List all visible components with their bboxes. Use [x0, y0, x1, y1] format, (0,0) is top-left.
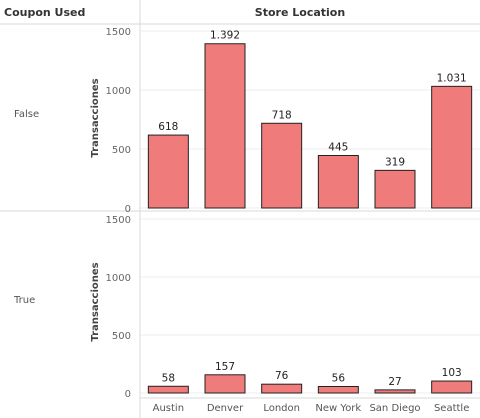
data-label: 103	[442, 367, 462, 379]
bar	[261, 122, 303, 209]
y-tick-label: 0	[125, 204, 131, 215]
data-label: 58	[162, 372, 175, 384]
data-label: 718	[272, 109, 292, 121]
bar	[317, 154, 359, 209]
bar	[374, 389, 416, 394]
data-label: 618	[158, 121, 178, 133]
bar	[317, 386, 359, 394]
bar	[374, 169, 416, 209]
y-tick-label: 0	[125, 389, 131, 400]
data-label: 319	[385, 156, 405, 168]
bar	[204, 374, 246, 394]
category-label: New York	[315, 403, 361, 414]
y-axis-label-false: Transacciones	[90, 78, 101, 157]
bar	[261, 383, 303, 394]
data-label: 1.392	[210, 30, 240, 42]
y-tick-label: 500	[112, 145, 131, 156]
category-label: Seattle	[434, 403, 469, 414]
category-label: San Diego	[369, 403, 420, 414]
y-tick-label: 1500	[106, 27, 131, 38]
y-tick-label: 1500	[106, 215, 131, 226]
row-label-true: True	[13, 295, 35, 306]
y-tick-label: 1000	[106, 273, 131, 284]
data-label: 27	[388, 376, 401, 388]
bar	[431, 380, 473, 394]
y-tick-label: 1000	[106, 86, 131, 97]
bar	[431, 85, 473, 209]
row-label-false: False	[14, 109, 39, 120]
category-label: London	[263, 403, 300, 414]
bar	[147, 385, 189, 394]
y-axis-label-true: Transacciones	[90, 262, 101, 341]
data-label: 76	[275, 370, 289, 382]
data-label: 1.031	[437, 72, 467, 84]
category-label: Austin	[153, 403, 184, 414]
column-dimension-header: Store Location	[255, 6, 345, 19]
bar	[204, 43, 246, 209]
row-dimension-header: Coupon Used	[4, 6, 85, 19]
data-label: 445	[328, 141, 348, 153]
bar	[147, 134, 189, 209]
data-label: 157	[215, 361, 235, 373]
category-label: Denver	[207, 403, 244, 414]
data-label: 56	[332, 373, 346, 385]
y-tick-label: 500	[112, 331, 131, 342]
